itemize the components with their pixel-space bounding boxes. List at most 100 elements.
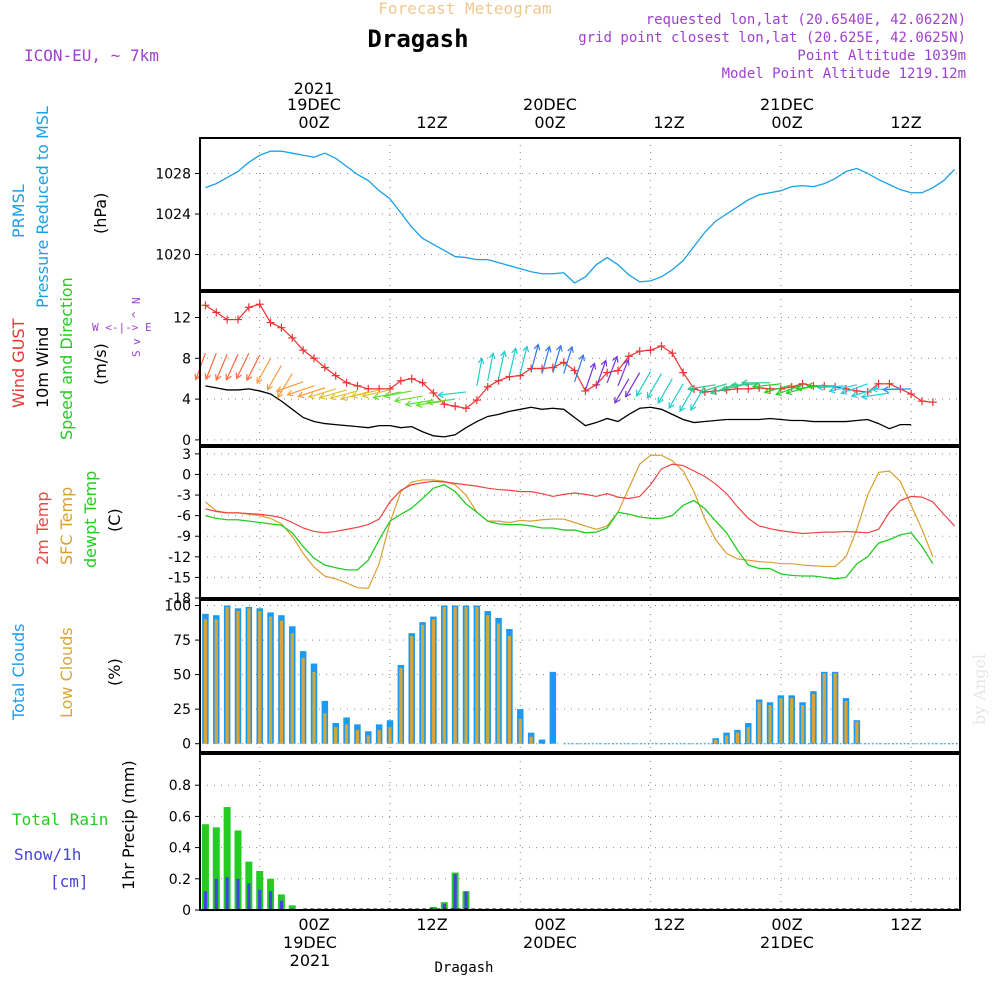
y-tick-label: -12 (168, 550, 191, 566)
snow-bar (453, 874, 457, 910)
y-tick-label: -6 (177, 509, 191, 525)
snow-bar (203, 891, 208, 910)
p4-label-total: Total Clouds (9, 624, 28, 722)
info-line-2: grid point closest lon,lat (20.625E, 42.… (578, 30, 966, 46)
compass-we: W <-|-> E (92, 321, 152, 334)
top-hour-3: 00Z (534, 113, 565, 132)
panel-precip-labels: Total Rain Snow/1h [cm] 1hr Precip (mm) (12, 760, 138, 891)
wind-direction-arrow (266, 365, 282, 391)
wind-direction-arrow (698, 383, 727, 395)
wind-direction-arrow (361, 389, 391, 399)
rain-bar (201, 824, 209, 910)
gust-marker (603, 368, 612, 377)
rain-bar (288, 905, 296, 910)
wind-direction-arrow (881, 386, 912, 393)
gust-marker (624, 352, 633, 361)
gust-marker (635, 347, 644, 356)
wind-direction-arrow (476, 357, 485, 386)
y-tick-label: 3 (182, 447, 191, 463)
low-cloud-bar (225, 606, 229, 744)
low-cloud-bar (855, 721, 859, 744)
gust-marker (679, 368, 688, 377)
low-cloud-bar (301, 658, 305, 744)
wind-direction-arrow (235, 352, 250, 380)
y-tick-label: 0.6 (169, 809, 191, 825)
gust-marker (928, 398, 937, 407)
wind-direction-arrow (657, 378, 673, 405)
gust-marker (418, 378, 427, 387)
wind-speed-line (205, 385, 912, 438)
p1-label-desc: Pressure Reduced to MSL (33, 106, 52, 308)
bottom-hour-6: 12Z (890, 915, 921, 934)
panel-3: 3 0 -3 -6 -9 -12 -15 -18 (168, 446, 961, 607)
bottom-date-2: 20DEC (523, 933, 577, 952)
panel-1: 1020 1024 1028 (155, 137, 961, 291)
wind-direction-arrow (541, 345, 552, 374)
low-cloud-bar (518, 718, 522, 744)
wind-direction-arrow (318, 389, 347, 400)
y-tick-label: 8 (182, 351, 191, 367)
p5-label-snow: Snow/1h (14, 845, 81, 864)
wind-direction-arrow (286, 385, 315, 397)
gust-marker (234, 315, 242, 324)
panel-temp-labels: 2m Temp SFC Temp dewpt Temp (C) (33, 471, 124, 568)
panel-cloud-labels: Total Clouds Low Clouds (%) (9, 624, 124, 722)
wind-direction-arrow (246, 354, 261, 382)
compass-down: v (130, 338, 143, 345)
y-tick-label: 0 (182, 903, 191, 919)
footer-label: Dragash (434, 960, 493, 976)
wind-direction-arrow (487, 352, 496, 381)
gust-marker (255, 300, 264, 309)
gust-marker (310, 354, 318, 363)
y-tick-label: 0 (182, 737, 191, 753)
wind-direction-arrow (204, 352, 217, 381)
y-tick-label: 12 (173, 311, 191, 327)
gust-marker (451, 402, 460, 411)
wind-direction-arrow (426, 398, 456, 406)
low-cloud-bar (453, 606, 457, 744)
rain-bar (212, 827, 220, 910)
low-cloud-bar (290, 633, 294, 744)
wind-direction-arrow (563, 345, 574, 374)
snow-bar (442, 903, 446, 910)
low-cloud-bar (214, 619, 218, 744)
low-cloud-bar (464, 606, 468, 744)
wind-direction-arrow (275, 381, 304, 393)
gust-marker (798, 379, 807, 388)
panel-frame (199, 291, 961, 446)
snow-bar (279, 900, 284, 910)
y-tick-label: -18 (168, 591, 191, 607)
info-line-4: Model Point Altitude 1219.12m (722, 66, 966, 82)
panel-wind-labels: Wind GUST 10m Wind Speed and Direction (… (9, 277, 152, 440)
panel-5: 0 0.2 0.4 0.6 0.8 (169, 753, 961, 919)
low-cloud-bar (757, 702, 761, 744)
y-tick-label: 25 (173, 702, 191, 718)
gust-marker (386, 384, 394, 393)
low-cloud-bar (236, 611, 240, 744)
dewpt-temp-line (205, 484, 934, 580)
bottom-hour-4: 12Z (653, 915, 684, 934)
panel-pressure-labels: PRMSL Pressure Reduced to MSL (hPa) (9, 106, 110, 308)
low-cloud-bar (279, 620, 284, 744)
low-cloud-bar (790, 698, 794, 744)
gust-marker (548, 363, 557, 372)
rain-bar (234, 830, 242, 910)
gust-marker (288, 333, 297, 342)
gust-marker (244, 303, 253, 312)
top-hour-1: 00Z (298, 113, 329, 132)
wind-direction-arrow (415, 400, 445, 408)
compass-up: ^ (130, 311, 143, 318)
gust-marker (364, 384, 373, 393)
gust-marker (320, 363, 329, 372)
low-cloud-bar (735, 732, 740, 744)
low-cloud-bar (800, 705, 805, 744)
p4-label-unit: (%) (105, 658, 124, 686)
gust-marker (223, 315, 232, 324)
low-cloud-bar (811, 693, 816, 744)
gust-marker (668, 349, 677, 358)
low-cloud-bar (746, 727, 750, 744)
p3-label-sfc: SFC Temp (57, 487, 76, 565)
gust-marker (201, 301, 210, 310)
low-cloud-bar (844, 700, 848, 744)
y-tick-label: 0 (182, 433, 191, 449)
